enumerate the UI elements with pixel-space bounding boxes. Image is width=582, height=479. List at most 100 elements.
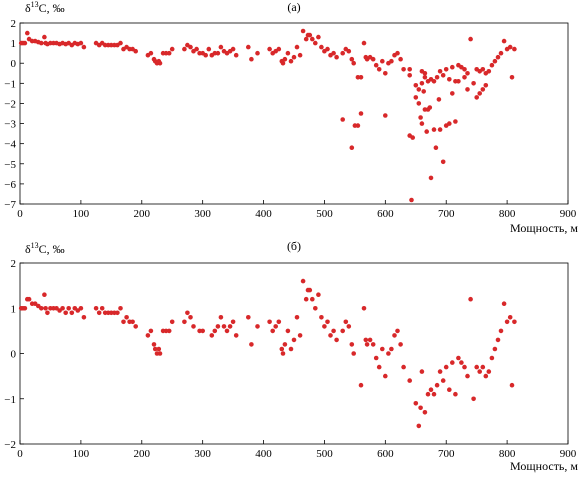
panel-b-data-point — [459, 360, 464, 365]
panel-b-x-axis: 0 100 200 300 400 500 600 700 800 900 — [17, 440, 577, 460]
panel-b-data-point — [434, 382, 440, 388]
panel-a-data-point — [182, 46, 187, 52]
panel-b-data-point — [96, 310, 102, 316]
panel-b-data-point — [300, 278, 306, 284]
panel-b-data-point — [282, 342, 288, 347]
panel-a-data-point — [419, 121, 425, 126]
panel-a-ylabel-suffix: C, ‰ — [39, 1, 65, 15]
panel-b-x-tick-label: 700 — [438, 448, 455, 460]
panel-a-y-tick-label: −2 — [4, 98, 16, 110]
panel-a-data-point — [313, 40, 318, 46]
panel-b-ylabel-sup: 13 — [31, 241, 39, 250]
panel-b-data-point — [395, 328, 400, 334]
panel-b-data-point — [477, 369, 483, 374]
panel-a-data-point — [422, 75, 428, 80]
panel-a-y-tick-label: 0 — [11, 58, 17, 70]
panel-b-data-point — [230, 319, 236, 325]
panel-a-data-point — [427, 105, 433, 110]
panel-b-data-point — [63, 310, 68, 316]
panel-b-data-point — [364, 342, 370, 347]
panel-b-data-point — [386, 351, 391, 356]
panel-a-data-point — [166, 50, 172, 56]
panel-b-y-tick-label: 0 — [11, 349, 17, 361]
panel-b-data-point — [331, 328, 336, 334]
panel-a-data-point — [440, 73, 446, 78]
panel-b-data-point — [291, 337, 297, 343]
panel-a-data-point — [421, 89, 427, 94]
panel-b-plot-area — [19, 262, 569, 445]
panel-b-data-point — [363, 337, 369, 343]
panel-a-data-point — [483, 83, 489, 88]
panel-b-data-point — [303, 296, 309, 302]
panel-b-ylabel: δ13C, ‰ — [25, 241, 65, 256]
panel-a-label: (а) — [287, 0, 300, 14]
panel-b-data-point — [133, 324, 138, 329]
panel-b-data-point — [45, 310, 50, 316]
panel-a-data-point — [462, 67, 467, 72]
panel-a: (а) δ13C, ‰ Мощность, м 2 1 0 −1 −2 −3 −4 −5 −6 −… — [4, 0, 578, 235]
panel-b-data-point — [501, 301, 507, 307]
panel-b-x-tick-label: 500 — [316, 448, 333, 460]
panel-a-data-point — [39, 40, 44, 46]
panel-a-data-point — [355, 123, 361, 128]
panel-a-data-point — [267, 46, 272, 52]
panel-b-ylabel-suffix: C, ‰ — [39, 242, 65, 256]
panel-b-data-point — [185, 310, 190, 316]
panel-a-data-point — [215, 50, 221, 56]
panel-a-data-point — [447, 77, 452, 82]
panel-b-data-point — [227, 324, 233, 329]
panel-b-data-point — [440, 378, 446, 383]
panel-a-data-point — [383, 113, 388, 118]
panel-b-data-point — [182, 319, 187, 325]
panel-a-data-point — [349, 145, 355, 150]
panel-b-data-point — [413, 401, 419, 406]
panel-b-data-point — [42, 292, 47, 298]
panel-a-x-tick-label: 200 — [134, 208, 151, 220]
panel-a-data-point — [78, 40, 84, 46]
panel-b-y-axis: 2 1 0 −1 −2 — [4, 258, 24, 451]
panel-a-data-point — [419, 81, 425, 86]
panel-b-data-point — [401, 364, 406, 370]
panel-a-data-point — [477, 91, 483, 96]
panel-a-data-point — [188, 44, 193, 50]
panel-a-y-tick-label: 2 — [11, 18, 17, 30]
panel-a-data-point — [471, 81, 476, 86]
panel-b-data-point — [81, 315, 87, 320]
panel-a-xlabel: Мощность, м — [510, 221, 578, 235]
panel-b-data-point — [480, 364, 486, 370]
panel-a-data-point — [512, 46, 517, 52]
panel-a-data-point — [346, 48, 352, 54]
panel-b-data-point — [450, 360, 455, 365]
panel-a-data-point — [398, 56, 403, 62]
panel-a-data-point — [249, 56, 254, 62]
panel-a-x-axis: 0 100 200 300 400 500 600 700 800 900 — [17, 200, 577, 220]
panel-b-data-point — [425, 391, 431, 397]
panel-a-data-point — [203, 52, 208, 58]
panel-a-data-point — [280, 60, 286, 66]
panel-b-data-point — [361, 306, 367, 311]
panel-a-data-point — [498, 50, 504, 56]
panel-b-data-point — [340, 328, 346, 334]
panel-b-data-point — [93, 306, 99, 311]
panel-b-x-tick-label: 600 — [377, 448, 394, 460]
panel-a-data-point — [307, 32, 313, 38]
panel-a-y-axis: 2 1 0 −1 −2 −3 −4 −5 −6 −7 — [4, 18, 24, 211]
panel-a-y-tick-label: −3 — [4, 119, 16, 131]
panel-b-data-point — [233, 333, 239, 338]
panel-b-data-point — [431, 391, 437, 397]
panel-b-data-point — [507, 315, 513, 320]
panel-b-data-point — [249, 342, 254, 347]
panel-a-data-point — [447, 121, 452, 126]
panel-b-data-point — [512, 319, 517, 325]
panel-a-data-point — [349, 56, 355, 62]
panel-a-data-point — [407, 73, 413, 78]
panel-b-data-point — [218, 315, 224, 320]
panel-b-xlabel: Мощность, м — [510, 459, 578, 473]
panel-b-data-point — [209, 333, 215, 338]
panel-a-data-point — [42, 34, 47, 40]
panel-b-data-point — [156, 346, 162, 352]
panel-b-x-tick-label: 300 — [194, 448, 211, 460]
panel-a-data-point — [507, 44, 513, 50]
panel-b-data-point — [462, 364, 467, 370]
panel-b-data-point — [418, 405, 423, 411]
